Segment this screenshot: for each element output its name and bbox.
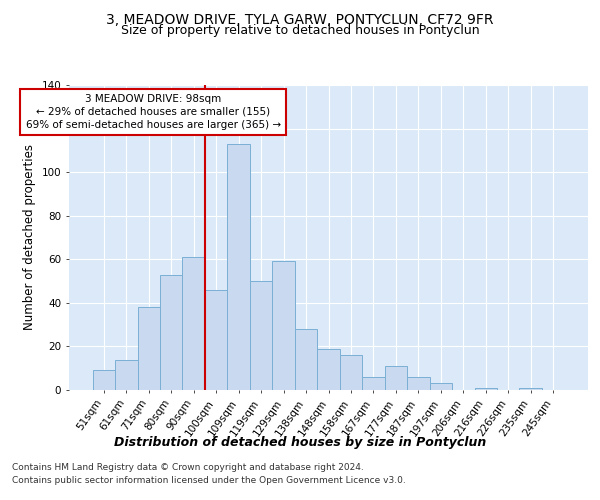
Bar — [205, 290, 227, 390]
Bar — [340, 355, 362, 390]
Text: 3, MEADOW DRIVE, TYLA GARW, PONTYCLUN, CF72 9FR: 3, MEADOW DRIVE, TYLA GARW, PONTYCLUN, C… — [106, 12, 494, 26]
Bar — [160, 274, 182, 390]
Text: Contains HM Land Registry data © Crown copyright and database right 2024.: Contains HM Land Registry data © Crown c… — [12, 464, 364, 472]
Text: Distribution of detached houses by size in Pontyclun: Distribution of detached houses by size … — [114, 436, 486, 449]
Bar — [385, 366, 407, 390]
Bar — [520, 388, 542, 390]
Bar — [250, 281, 272, 390]
Y-axis label: Number of detached properties: Number of detached properties — [23, 144, 36, 330]
Bar — [227, 144, 250, 390]
Bar — [272, 262, 295, 390]
Bar — [475, 388, 497, 390]
Text: Contains public sector information licensed under the Open Government Licence v3: Contains public sector information licen… — [12, 476, 406, 485]
Text: 3 MEADOW DRIVE: 98sqm
← 29% of detached houses are smaller (155)
69% of semi-det: 3 MEADOW DRIVE: 98sqm ← 29% of detached … — [26, 94, 281, 130]
Bar — [317, 348, 340, 390]
Bar — [137, 307, 160, 390]
Text: Size of property relative to detached houses in Pontyclun: Size of property relative to detached ho… — [121, 24, 479, 37]
Bar — [362, 377, 385, 390]
Bar — [430, 384, 452, 390]
Bar — [115, 360, 137, 390]
Bar — [182, 257, 205, 390]
Bar — [407, 377, 430, 390]
Bar — [295, 329, 317, 390]
Bar — [92, 370, 115, 390]
